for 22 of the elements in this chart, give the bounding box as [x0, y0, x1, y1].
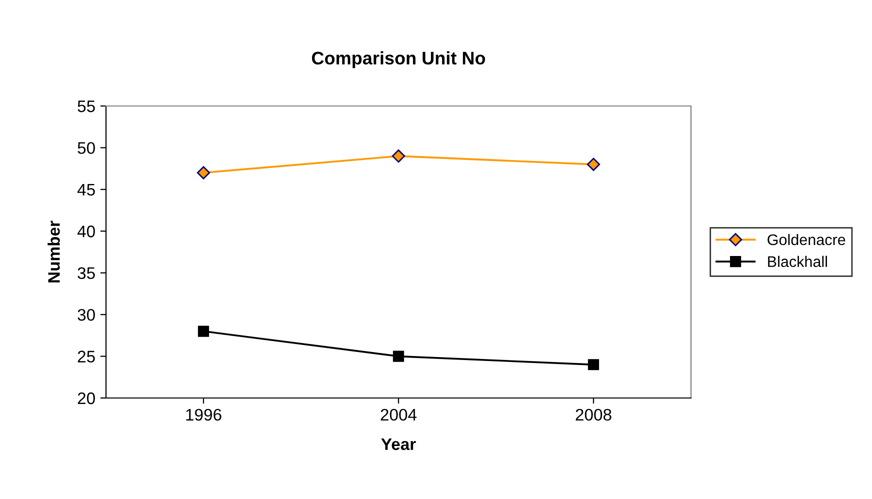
- y-tick-label: 20: [78, 392, 95, 404]
- x-axis-title: Year: [381, 438, 416, 450]
- chart-title: Comparison Unit No: [312, 51, 486, 68]
- y-axis-title: Number: [48, 220, 60, 282]
- x-tick-label: 2004: [380, 408, 417, 421]
- point: [392, 350, 404, 362]
- legend-label: Goldenacre: [768, 234, 846, 246]
- point: [586, 158, 600, 171]
- y-tick-label: 30: [78, 308, 95, 321]
- y-tick-label: 35: [78, 267, 95, 280]
- point: [588, 359, 600, 370]
- y-tick-label: 55: [78, 100, 95, 112]
- y-tick-label: 45: [77, 184, 95, 196]
- y-tick-label: 50: [78, 142, 95, 154]
- y-tick-label: 25: [78, 350, 95, 362]
- legend-label: Blackhall: [768, 256, 827, 268]
- point: [392, 149, 406, 163]
- x-tick-label: 1996: [186, 408, 222, 421]
- point: [198, 326, 210, 337]
- point: [196, 166, 210, 180]
- y-tick-label: 40: [77, 226, 95, 238]
- x-tick-label: 2008: [576, 408, 612, 421]
